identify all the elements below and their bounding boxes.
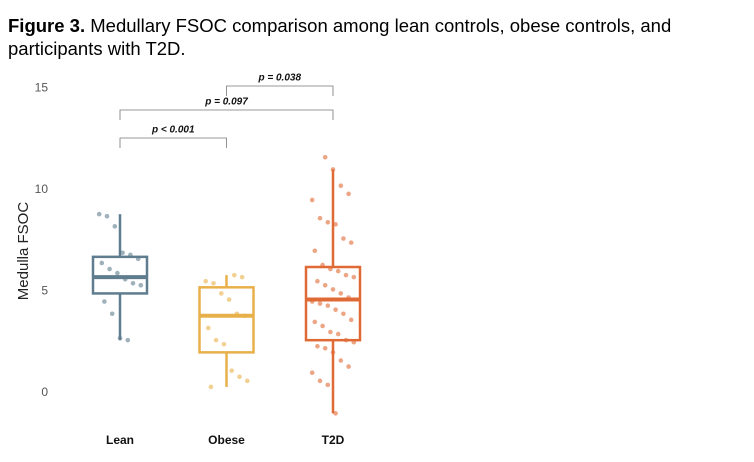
data-point: [226, 297, 232, 302]
x-tick-label: Lean: [106, 433, 134, 447]
data-point: [138, 283, 144, 288]
significance-bracket: [226, 85, 334, 96]
data-point: [322, 154, 328, 160]
data-point: [213, 337, 219, 343]
data-point: [330, 287, 336, 292]
data-point: [107, 266, 112, 272]
data-point: [317, 215, 323, 221]
data-point: [325, 303, 331, 308]
data-point: [206, 325, 211, 331]
data-point: [211, 280, 216, 286]
data-point: [221, 341, 227, 347]
data-point: [330, 167, 336, 172]
title-line: Medullary FSOC comparison among lean con…: [90, 15, 671, 36]
box: [198, 286, 255, 354]
data-point: [232, 272, 237, 278]
data-point: [343, 272, 349, 278]
data-point: [333, 411, 338, 416]
figure-label: Figure 3.: [8, 15, 85, 36]
data-point: [135, 256, 141, 262]
significance-label: p = 0.038: [257, 73, 301, 84]
y-tick-label: 0: [41, 385, 48, 399]
x-tick-label: T2D: [322, 433, 345, 447]
data-point: [351, 339, 357, 345]
data-point: [237, 374, 242, 380]
y-tick-label: 10: [35, 182, 49, 196]
data-point: [96, 211, 102, 217]
data-point: [242, 313, 247, 319]
data-point: [104, 213, 110, 219]
data-point: [348, 240, 354, 245]
significance-bracket: [119, 137, 227, 148]
data-point: [99, 260, 105, 266]
data-point: [115, 270, 120, 276]
data-point: [325, 219, 331, 225]
data-point: [348, 317, 354, 323]
data-point: [125, 337, 131, 343]
data-point: [341, 311, 346, 317]
data-point: [338, 358, 344, 363]
data-point: [309, 370, 315, 375]
data-point: [320, 323, 325, 329]
data-point: [338, 291, 344, 296]
data-point: [120, 250, 125, 256]
y-tick-label: 5: [41, 284, 48, 298]
data-point: [351, 274, 357, 280]
significance-label: p = 0.097: [204, 97, 248, 108]
data-point: [312, 248, 318, 254]
data-point: [335, 331, 341, 337]
data-point: [312, 319, 318, 325]
data-point: [309, 197, 315, 203]
data-point: [335, 268, 341, 274]
y-axis-label: Medulla FSOC: [15, 202, 32, 301]
data-point: [343, 337, 349, 343]
data-point: [208, 384, 214, 390]
data-point: [130, 280, 136, 286]
data-point: [203, 278, 208, 284]
data-point: [320, 262, 325, 268]
figure-title: Figure 3. Medullary FSOC comparison amon…: [8, 15, 671, 36]
data-point: [317, 378, 323, 384]
box: [304, 265, 362, 342]
data-point: [309, 299, 315, 304]
data-point: [333, 222, 338, 227]
data-point: [333, 307, 338, 312]
data-point: [338, 183, 344, 189]
data-point: [330, 350, 336, 355]
x-tick-label: Obese: [208, 433, 245, 447]
title-line: participants with T2D.: [8, 38, 186, 59]
data-point: [346, 191, 351, 197]
data-point: [234, 311, 240, 317]
data-point: [122, 276, 128, 282]
data-point: [315, 343, 320, 349]
data-point: [102, 299, 107, 304]
data-point: [315, 278, 320, 284]
data-point: [219, 291, 224, 296]
significance-bracket: [119, 109, 334, 120]
data-point: [346, 295, 351, 300]
data-point: [117, 335, 123, 341]
data-point: [325, 382, 331, 388]
data-point: [322, 346, 328, 351]
data-point: [317, 301, 323, 306]
data-point: [322, 283, 328, 288]
y-tick-label: 15: [35, 80, 49, 94]
data-point: [328, 266, 333, 272]
data-point: [112, 224, 118, 229]
data-point: [128, 252, 133, 258]
data-point: [239, 274, 245, 280]
data-point: [346, 364, 351, 369]
significance-label: p < 0.001: [151, 125, 195, 136]
data-point: [328, 329, 333, 335]
box: [91, 255, 149, 295]
data-point: [341, 236, 346, 241]
data-point: [245, 378, 250, 384]
data-point: [229, 368, 234, 373]
data-point: [109, 311, 115, 317]
